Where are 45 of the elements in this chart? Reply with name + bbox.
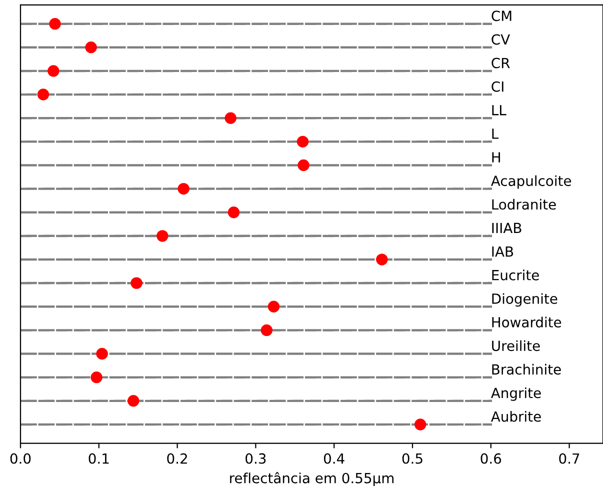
y-tick-label: CV: [492, 34, 510, 45]
point: [228, 206, 240, 218]
y-tick-label: IIIAB: [492, 222, 522, 234]
y-tick-label: CM: [492, 10, 512, 22]
point: [85, 42, 97, 54]
y-tick-label: CR: [492, 58, 510, 68]
point: [49, 18, 61, 30]
y-tick-label: Diogenite: [492, 293, 558, 307]
point: [48, 65, 60, 77]
y-tick-label: CI: [492, 81, 504, 92]
y-tick-label: Howardite: [492, 316, 562, 328]
y-tick-label: Aubrite: [491, 411, 541, 422]
x-tick-label: 0.0: [10, 453, 31, 464]
x-tick-label: 0.7: [559, 453, 580, 464]
point: [224, 112, 236, 124]
y-tick-label: Angrite: [491, 387, 541, 401]
y-tick-label: Lodranite: [492, 198, 556, 210]
point: [178, 182, 190, 195]
point: [268, 300, 280, 312]
x-tick-label: 0.5: [402, 453, 422, 464]
point: [128, 395, 140, 407]
y-tick-label: IAB: [492, 246, 514, 257]
x-tick-label: 0.2: [167, 453, 187, 464]
x-tick-label: 0.3: [246, 453, 266, 464]
y-tick-label: Eucrite: [492, 270, 539, 280]
point: [296, 136, 309, 148]
y-tick-label: L: [492, 128, 499, 139]
y-tick-label: LL: [492, 105, 506, 116]
point: [414, 418, 426, 430]
point: [37, 88, 50, 100]
point: [376, 254, 388, 266]
point: [156, 230, 168, 242]
y-tick-label: H: [492, 152, 500, 162]
y-tick-label: Acapulcoite: [491, 175, 572, 189]
point: [298, 159, 310, 172]
point: [90, 371, 102, 384]
point: [130, 277, 142, 289]
x-tick-label: 0.6: [480, 453, 502, 464]
x-tick-label: 0.1: [88, 453, 109, 464]
y-tick-label: Brachinite: [492, 364, 561, 375]
y-tick-label: Ureilite: [492, 340, 540, 352]
point: [260, 324, 273, 336]
x-tick-label: 0.4: [324, 453, 344, 464]
point: [96, 348, 108, 360]
x-axis-title: reflectância em 0.55μm: [230, 472, 394, 486]
